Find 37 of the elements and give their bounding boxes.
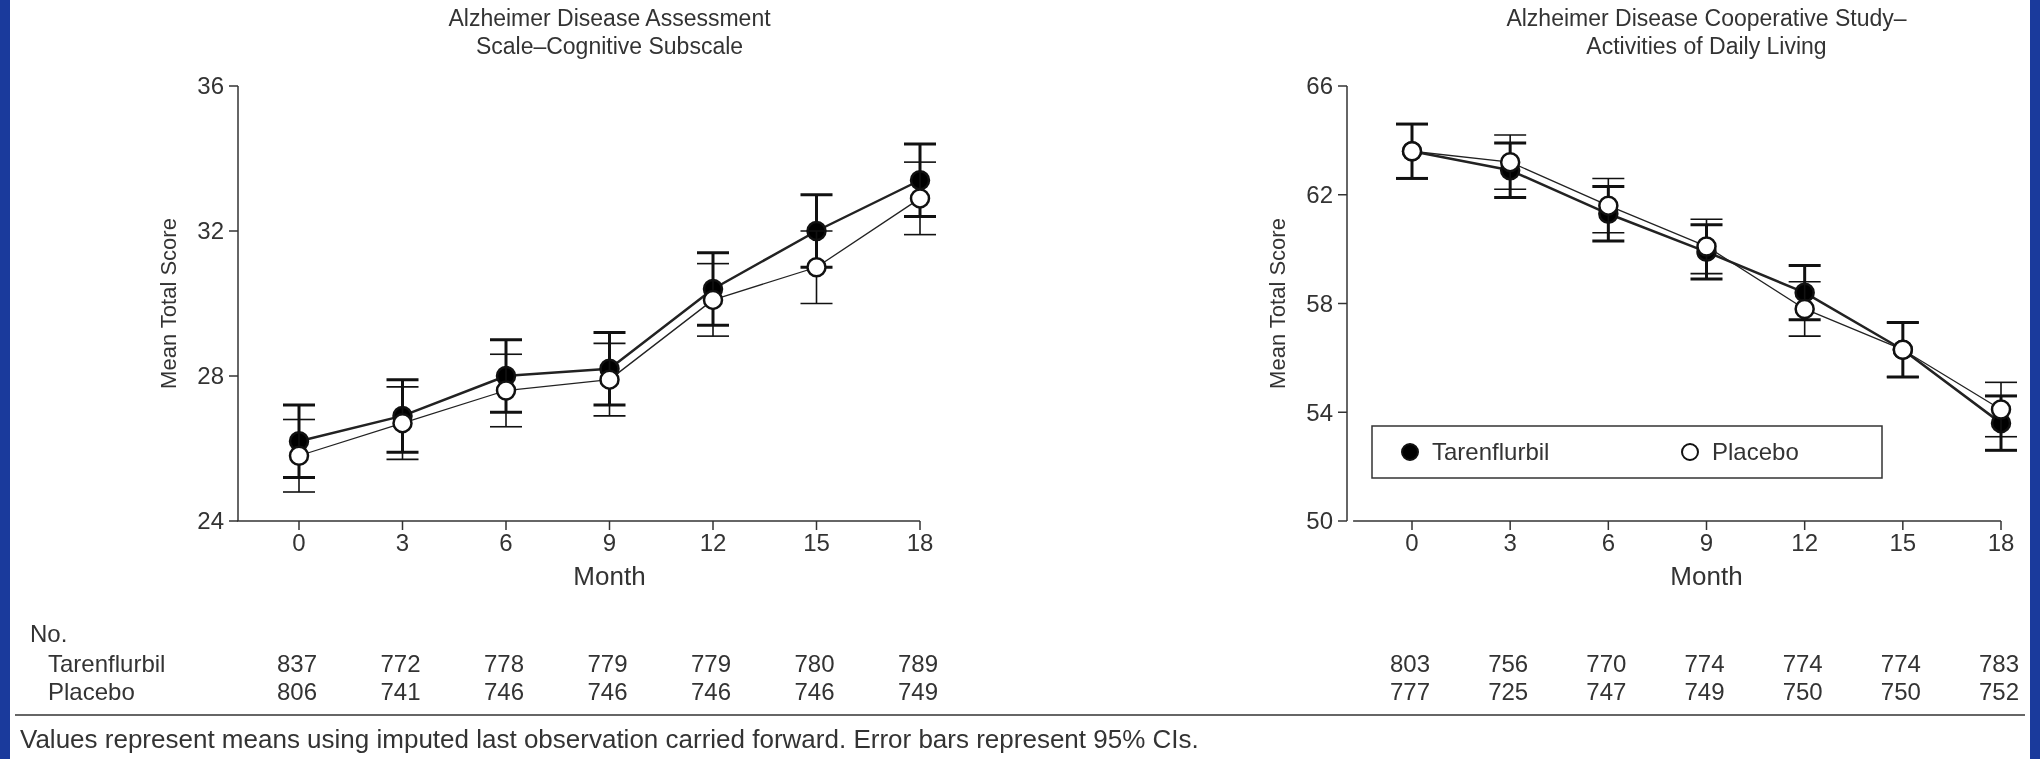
x-tick-label: 18 — [906, 529, 934, 556]
x-tick-label: 15 — [1889, 529, 1917, 556]
y-tick-label: 66 — [1306, 72, 1333, 100]
x-tick-label: 0 — [1405, 529, 1419, 556]
y-axis-title: Mean Total Score — [156, 218, 181, 389]
x-axis-title: Month — [573, 561, 646, 591]
x-tick-label: 3 — [395, 529, 410, 556]
x-tick-label: 3 — [1503, 529, 1517, 556]
y-axis-title: Mean Total Score — [1265, 218, 1290, 389]
x-tick-label: 9 — [602, 529, 617, 556]
y-tick-label: 24 — [197, 507, 224, 535]
y-tick-label: 54 — [1306, 398, 1333, 426]
x-tick-label: 18 — [1987, 529, 2015, 556]
text: Placebo 806 741 746 746 746 746 749 — [48, 678, 939, 705]
y-tick-label: 58 — [1306, 289, 1333, 317]
legend-label: Placebo — [1712, 438, 1799, 466]
x-tick-label: 9 — [1699, 529, 1714, 556]
text: 777 725 747 749 750 750 752 — [1390, 678, 2020, 705]
text: Tarenflurbil 837 772 778 779 779 780 789 — [48, 650, 939, 677]
legend-label: Tarenflurbil — [1432, 438, 1550, 466]
x-tick-label: 6 — [1601, 529, 1616, 556]
y-tick-label: 32 — [197, 217, 224, 245]
y-tick-label: 28 — [197, 362, 224, 390]
x-axis-title: Month — [1670, 561, 1743, 591]
chart-title: Alzheimer Disease Cooperative Study– Activities of Daily Living — [1506, 5, 1907, 59]
x-tick-label: 12 — [699, 529, 727, 556]
chart-title: Alzheimer Disease Assessment Scale–Cognitive Subscale — [448, 5, 772, 59]
y-tick-label: 62 — [1306, 181, 1333, 209]
x-tick-label: 6 — [499, 529, 513, 556]
x-tick-label: 0 — [292, 529, 306, 556]
text: No. — [30, 620, 68, 647]
text: Values represent means using imputed last observation carried forward. Error bars represent 95% CIs. — [20, 724, 1199, 754]
x-tick-label: 12 — [1791, 529, 1819, 556]
y-tick-label: 36 — [197, 72, 224, 100]
text: 803 756 770 774 774 774 783 — [1390, 650, 2020, 677]
y-tick-label: 50 — [1306, 507, 1333, 535]
x-tick-label: 15 — [803, 529, 830, 556]
